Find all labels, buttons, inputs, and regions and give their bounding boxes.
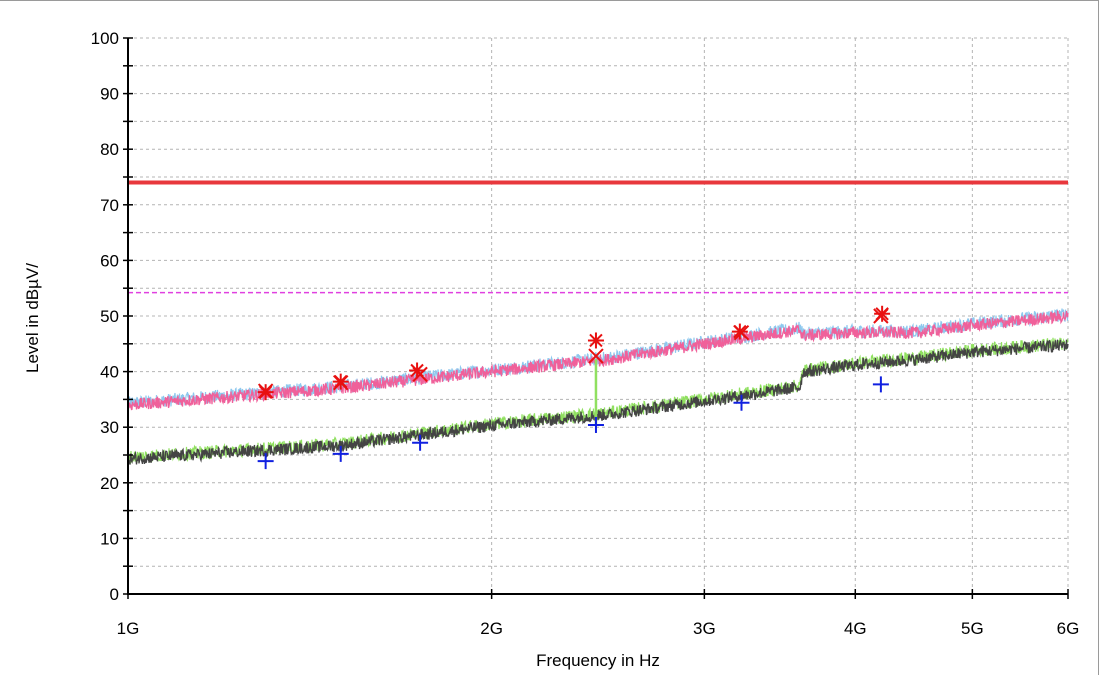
- y-tick-label: 70: [100, 196, 119, 215]
- plus-marker: [332, 445, 349, 462]
- x-marker: [412, 366, 428, 383]
- y-axis-title: Level in dBµV/: [23, 263, 42, 373]
- y-tick-label: 100: [91, 29, 119, 48]
- y-tick-label: 0: [110, 585, 119, 604]
- y-tick-label: 80: [100, 140, 119, 159]
- x-marker: [588, 348, 604, 364]
- y-tick-label: 30: [100, 418, 119, 437]
- x-tick-label: 1G: [117, 619, 140, 638]
- markers: [257, 305, 891, 470]
- x-tick-label: 4G: [844, 619, 867, 638]
- plus-marker: [257, 453, 274, 470]
- limit-lines: [128, 180, 1068, 294]
- x-tick-label: 2G: [480, 619, 503, 638]
- x-marker: [733, 324, 750, 341]
- y-tick-label: 20: [100, 474, 119, 493]
- axes: [123, 37, 1069, 599]
- y-tick-label: 10: [100, 529, 119, 548]
- plus-marker: [733, 394, 750, 411]
- star-marker: [587, 332, 604, 349]
- y-tick-label: 90: [100, 85, 119, 104]
- y-tick-label: 50: [100, 307, 119, 326]
- plus-marker: [872, 376, 889, 393]
- x-marker: [333, 375, 349, 391]
- y-tick-label: 60: [100, 251, 119, 270]
- plus-marker: [587, 416, 604, 433]
- average-trace: [127, 339, 1069, 465]
- x-tick-label: 3G: [693, 619, 716, 638]
- plus-marker: [412, 434, 429, 451]
- x-axis-title: Frequency in Hz: [536, 651, 660, 670]
- grid: [127, 37, 1069, 595]
- x-tick-label: 5G: [961, 619, 984, 638]
- x-marker: [873, 308, 889, 324]
- x-tick-label: 6G: [1057, 619, 1080, 638]
- x-marker: [257, 383, 274, 399]
- tick-labels: 0 10 20 30 40 50 60 70 80 90 100 1G 2G 3G 4G 5G 6G: [91, 29, 1080, 638]
- y-tick-label: 40: [100, 363, 119, 382]
